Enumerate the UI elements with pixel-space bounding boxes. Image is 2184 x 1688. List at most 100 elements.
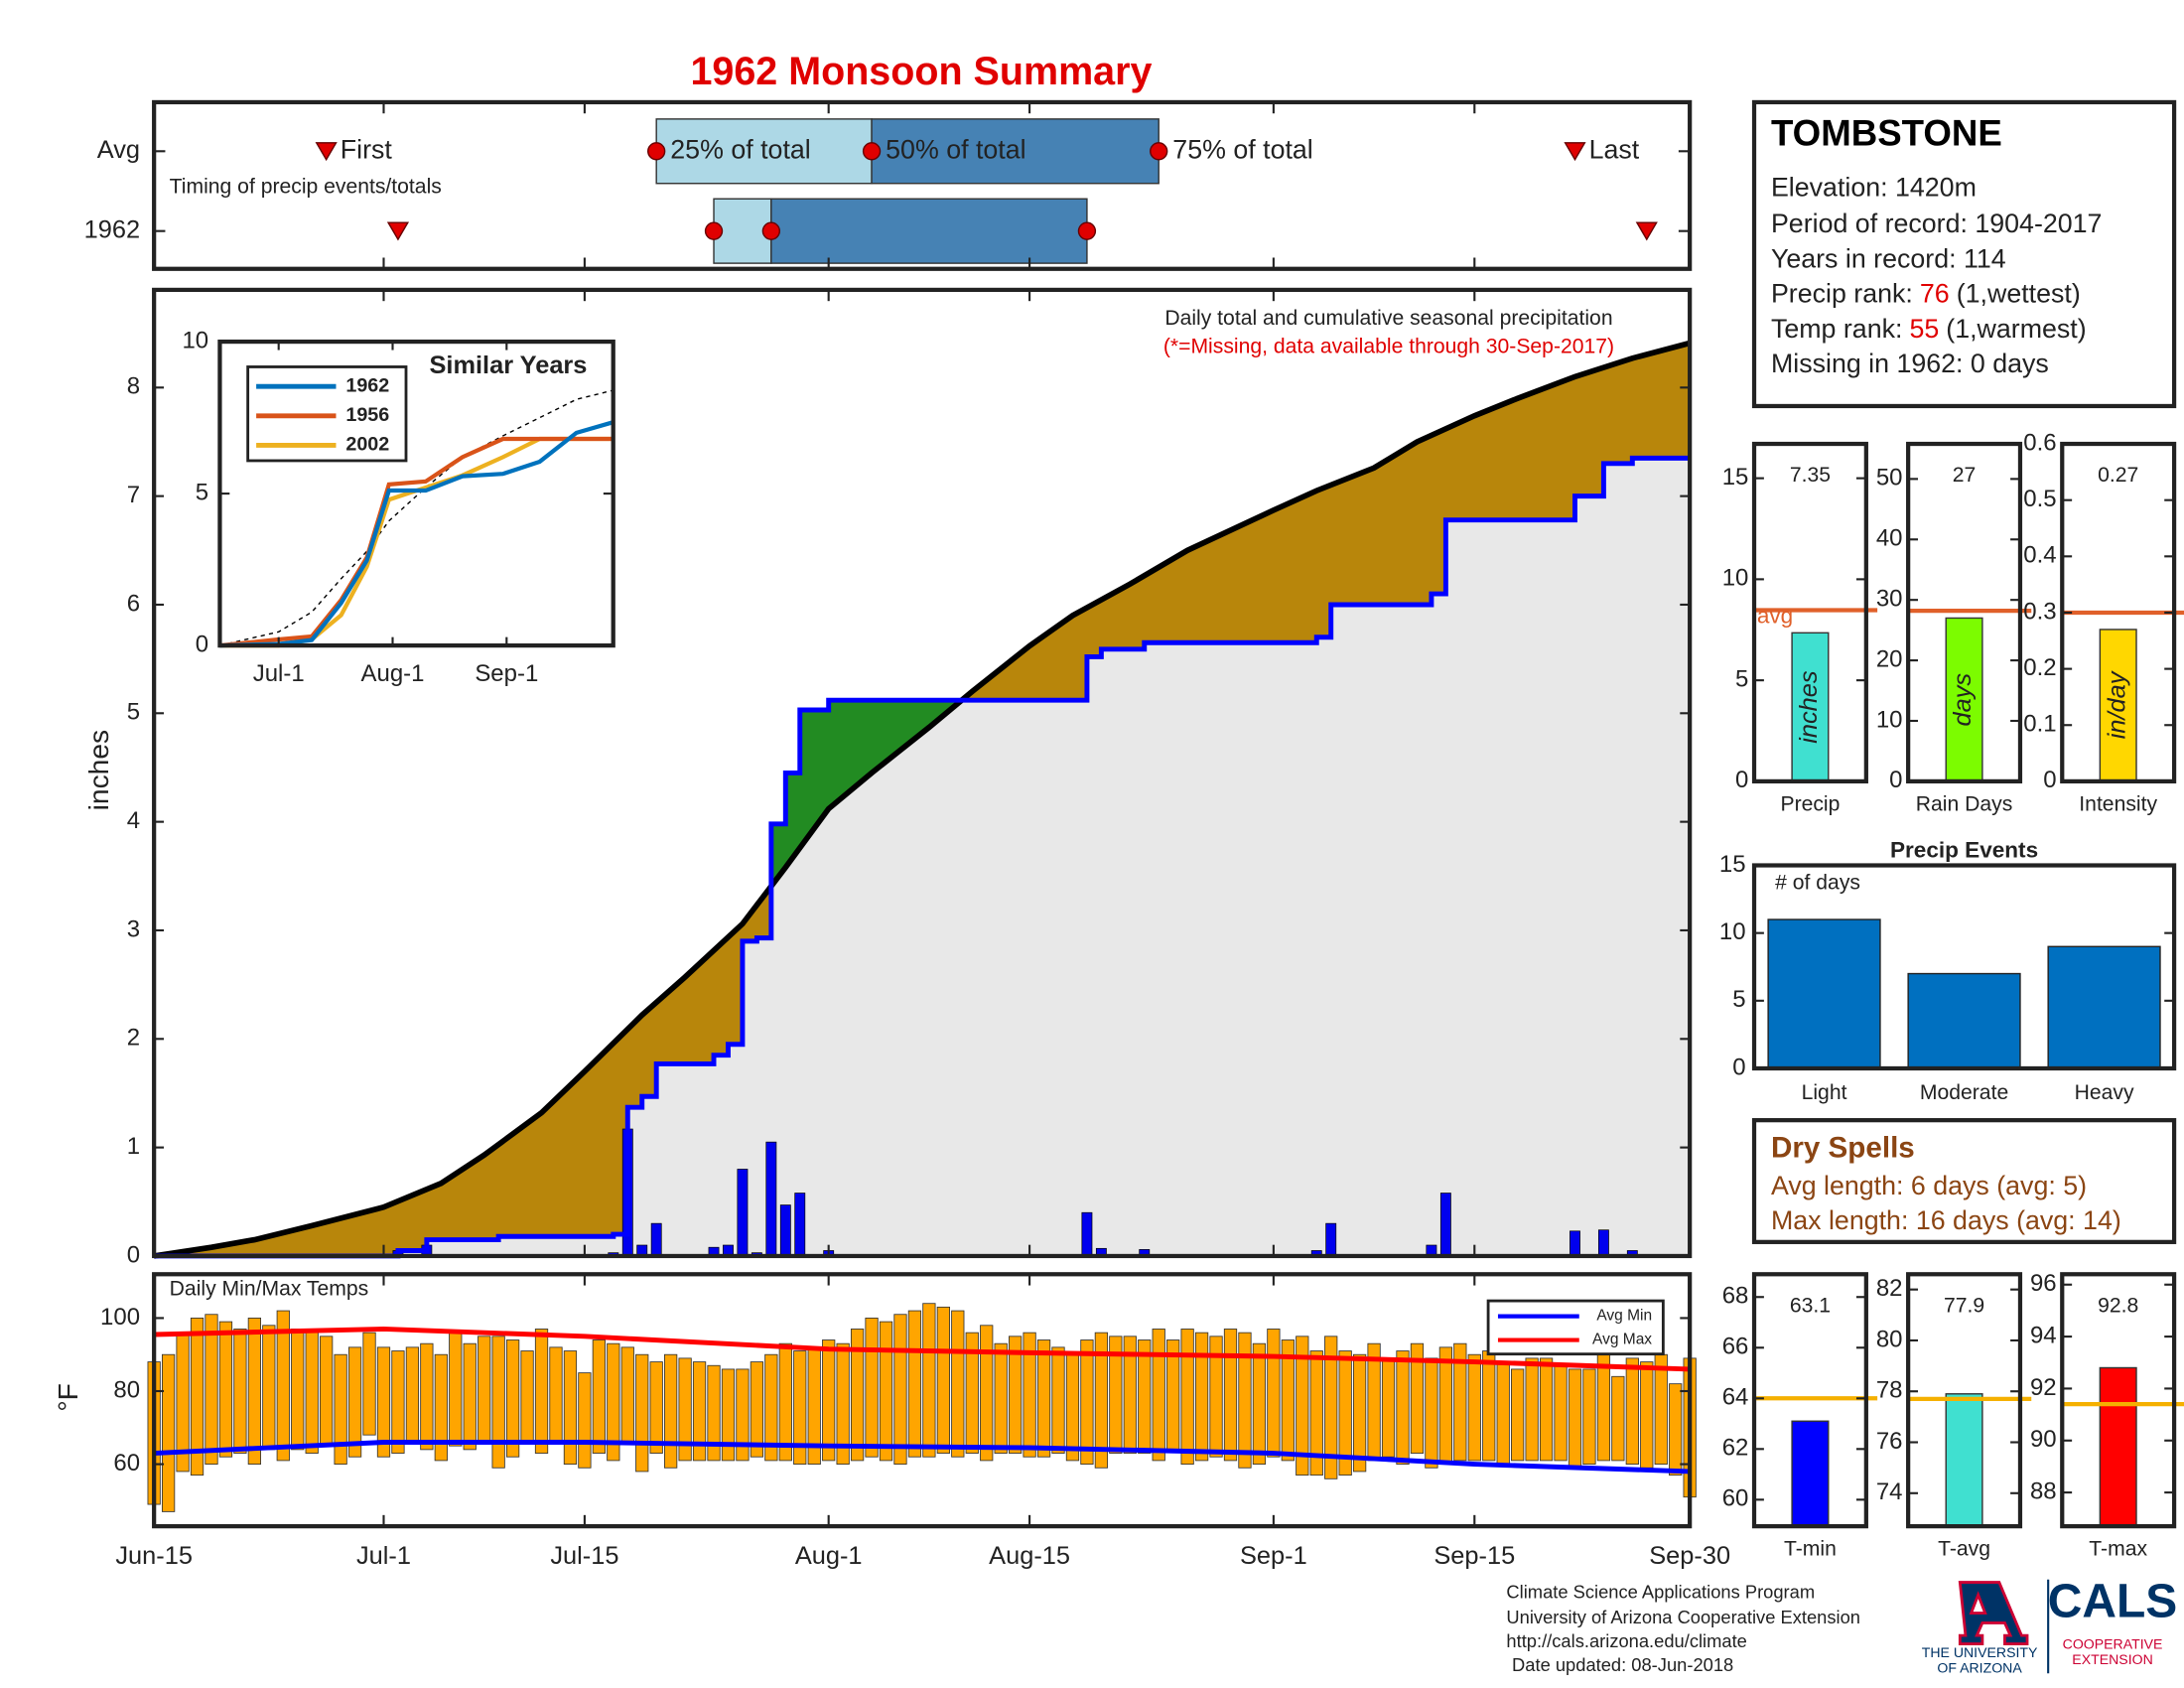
y-tick-label: 1: [127, 1133, 140, 1160]
category-label: T-max: [2089, 1538, 2147, 1561]
station-name: TOMBSTONE: [1771, 112, 2002, 153]
y-tick-label: 0: [127, 1241, 140, 1268]
temp-bar: [1065, 1353, 1080, 1462]
panel-box: [1906, 1272, 2023, 1529]
logo-text: OF ARIZONA: [1937, 1660, 2022, 1676]
bar: [1791, 1420, 1830, 1527]
station-years: Years in record: 114: [1771, 243, 2006, 273]
y-tick-label: 3: [127, 915, 140, 942]
y-tick-label: 0.2: [2023, 654, 2056, 681]
event-label: 25% of total: [670, 134, 810, 164]
temp-bar: [936, 1306, 950, 1454]
temp-bar: [707, 1364, 721, 1462]
temp-rank-label: Temp rank:: [1771, 314, 1902, 344]
temp-bar: [362, 1332, 376, 1436]
temp-rank: Temp rank: 55 (1,warmest): [1771, 314, 2087, 344]
temp-bar: [347, 1346, 362, 1458]
temp-bar: [320, 1336, 334, 1447]
event-label: 75% of total: [1172, 134, 1312, 164]
y-tick-label: 60: [1722, 1485, 1749, 1512]
temp-bar: [205, 1314, 218, 1466]
y-tick-label: 10: [1722, 565, 1749, 592]
temp-bar: [607, 1342, 620, 1462]
event-marker: [1564, 142, 1586, 162]
y-tick-label: 80: [1876, 1326, 1903, 1352]
daily-bar: [1570, 1230, 1580, 1257]
temp-bar: [1023, 1332, 1036, 1458]
temp-bar: [405, 1346, 420, 1443]
x-tick-label: Jun-15: [115, 1542, 193, 1570]
temp-bar: [218, 1321, 233, 1458]
value-label: 77.9: [1944, 1294, 1984, 1317]
daily-bar: [650, 1222, 662, 1257]
annotation: # of days: [1775, 871, 1860, 894]
y-tick-label: 80: [113, 1376, 140, 1403]
temp-bar: [305, 1329, 319, 1454]
y-tick-label: 62: [1722, 1435, 1749, 1462]
temp-bar: [1467, 1353, 1481, 1462]
temp-bar: [1324, 1336, 1338, 1479]
y-tick-label: 0.4: [2023, 542, 2056, 569]
plot-box: [217, 339, 615, 648]
temp-bar: [1238, 1332, 1252, 1469]
station-missing: Missing in 1962: 0 days: [1771, 349, 2049, 378]
y-tick-label: 2: [127, 1025, 140, 1052]
temp-bar: [1611, 1375, 1625, 1462]
value-label: 0.27: [2098, 464, 2138, 487]
temp-bar: [907, 1310, 922, 1458]
plot-box: [152, 1272, 1693, 1529]
bar: [2047, 945, 2161, 1069]
y-tick-label: 0: [2043, 767, 2056, 793]
temp-bar: [893, 1314, 907, 1466]
temp-bar: [1568, 1368, 1582, 1469]
daily-bar: [765, 1141, 777, 1257]
event-label: 50% of total: [886, 134, 1025, 164]
bar-label: inches: [1795, 670, 1823, 744]
y-tick-label: 100: [100, 1304, 140, 1331]
temp-bar: [420, 1342, 434, 1451]
temp-bar: [233, 1329, 247, 1454]
temp-bar: [965, 1332, 979, 1454]
y-tick-label: 10: [1876, 706, 1903, 733]
temp-rank-value: 55: [1909, 314, 1939, 344]
category-label: Precip: [1780, 792, 1840, 815]
temp-bar: [1281, 1339, 1295, 1462]
value-label: 7.35: [1790, 464, 1831, 487]
y-tick-label: 0: [196, 631, 208, 657]
temp-bar: [1080, 1339, 1094, 1466]
dry-spells-title: Dry Spells: [1771, 1132, 1915, 1165]
daily-bar: [1439, 1193, 1451, 1257]
note: (*=Missing, data available through 30-Se…: [1163, 335, 1614, 357]
y-tick-label: 4: [127, 807, 140, 834]
avg-temp-line: [154, 1440, 1691, 1475]
y-tick-label: 0.5: [2023, 486, 2056, 512]
temp-rank-note: (1,warmest): [1946, 314, 2086, 344]
footer-line: Date updated: 08-Jun-2018: [1512, 1654, 1733, 1675]
temp-bar: [850, 1329, 865, 1462]
inset-line: [219, 436, 614, 648]
y-tick-label: 96: [2030, 1270, 2057, 1297]
temp-bar: [1267, 1329, 1281, 1458]
bar: [2099, 629, 2137, 782]
category-label: T-avg: [1938, 1538, 1990, 1561]
temp-bar: [1669, 1383, 1683, 1477]
y-tick-label: 76: [1876, 1428, 1903, 1455]
y-tick-label: 82: [1876, 1275, 1903, 1302]
temp-bar: [262, 1325, 276, 1451]
annotation: Daily total and cumulative seasonal prec…: [1164, 307, 1612, 330]
temp-bar: [1094, 1332, 1109, 1469]
x-tick-label: Sep-15: [1433, 1542, 1515, 1570]
inset-line: [219, 389, 614, 646]
temp-bar: [980, 1325, 994, 1462]
panel-title: Precip Events: [1890, 837, 2038, 862]
quartile-box: [871, 118, 1160, 185]
temp-bar: [1180, 1329, 1194, 1466]
event-marker: [1150, 142, 1168, 161]
y-tick-label: 0: [1735, 767, 1748, 793]
temp-bar: [247, 1318, 261, 1466]
temp-bar: [1296, 1336, 1309, 1477]
temp-bar: [822, 1339, 836, 1462]
y-tick-label: 8: [127, 373, 140, 400]
y-tick-label: 66: [1722, 1334, 1749, 1360]
ua-logo: THE UNIVERSITY OF ARIZONA: [1922, 1581, 2038, 1676]
